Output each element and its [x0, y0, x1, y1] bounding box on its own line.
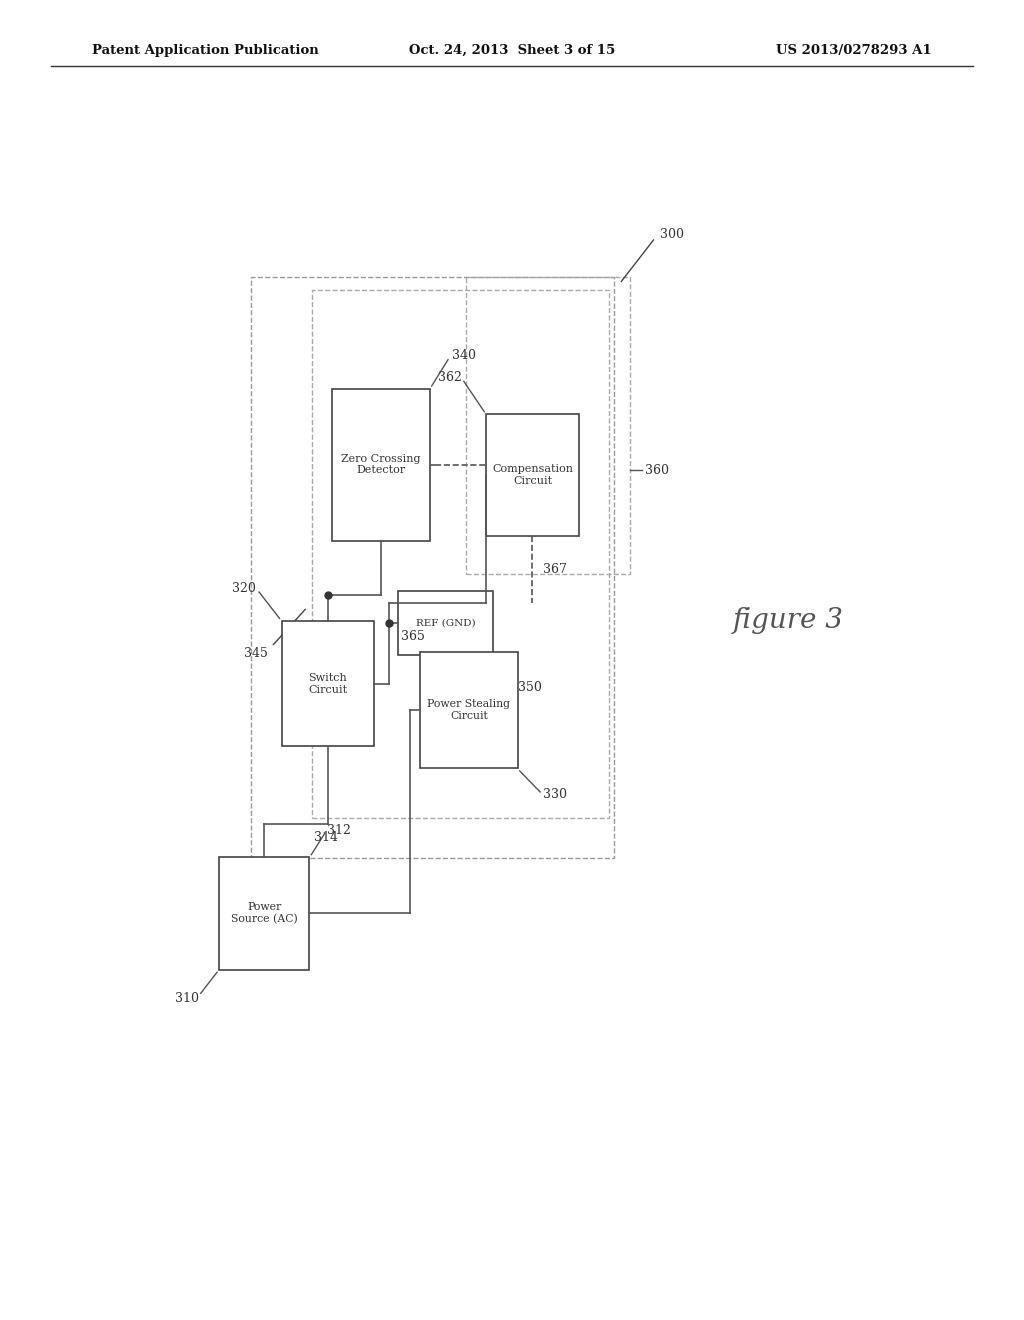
Text: Power
Source (AC): Power Source (AC) — [230, 903, 298, 924]
FancyBboxPatch shape — [282, 622, 374, 747]
Text: Switch
Circuit: Switch Circuit — [308, 673, 347, 694]
Text: 310: 310 — [175, 993, 199, 1005]
Text: 314: 314 — [314, 832, 338, 843]
Text: figure 3: figure 3 — [733, 607, 844, 634]
FancyBboxPatch shape — [398, 591, 493, 655]
Bar — [466, 277, 630, 574]
Text: 365: 365 — [401, 630, 425, 643]
Bar — [251, 277, 614, 858]
Text: 330: 330 — [544, 788, 567, 801]
Text: 312: 312 — [327, 825, 350, 837]
Text: REF (GND): REF (GND) — [416, 619, 475, 627]
Text: Oct. 24, 2013  Sheet 3 of 15: Oct. 24, 2013 Sheet 3 of 15 — [409, 44, 615, 57]
Text: Zero Crossing
Detector: Zero Crossing Detector — [341, 454, 421, 475]
Text: 367: 367 — [543, 564, 566, 576]
Text: 350: 350 — [518, 681, 542, 694]
FancyBboxPatch shape — [332, 388, 430, 541]
Text: 362: 362 — [438, 371, 462, 384]
Text: Patent Application Publication: Patent Application Publication — [92, 44, 318, 57]
Text: 300: 300 — [660, 228, 684, 242]
Text: 360: 360 — [645, 463, 669, 477]
FancyBboxPatch shape — [421, 652, 518, 768]
Text: Compensation
Circuit: Compensation Circuit — [492, 465, 573, 486]
Text: 320: 320 — [232, 582, 256, 594]
Text: 345: 345 — [244, 647, 268, 660]
FancyBboxPatch shape — [219, 858, 309, 969]
Text: Power Stealing
Circuit: Power Stealing Circuit — [427, 700, 511, 721]
Text: 340: 340 — [453, 350, 476, 362]
Text: US 2013/0278293 A1: US 2013/0278293 A1 — [776, 44, 932, 57]
Bar — [312, 290, 609, 818]
FancyBboxPatch shape — [486, 414, 579, 536]
